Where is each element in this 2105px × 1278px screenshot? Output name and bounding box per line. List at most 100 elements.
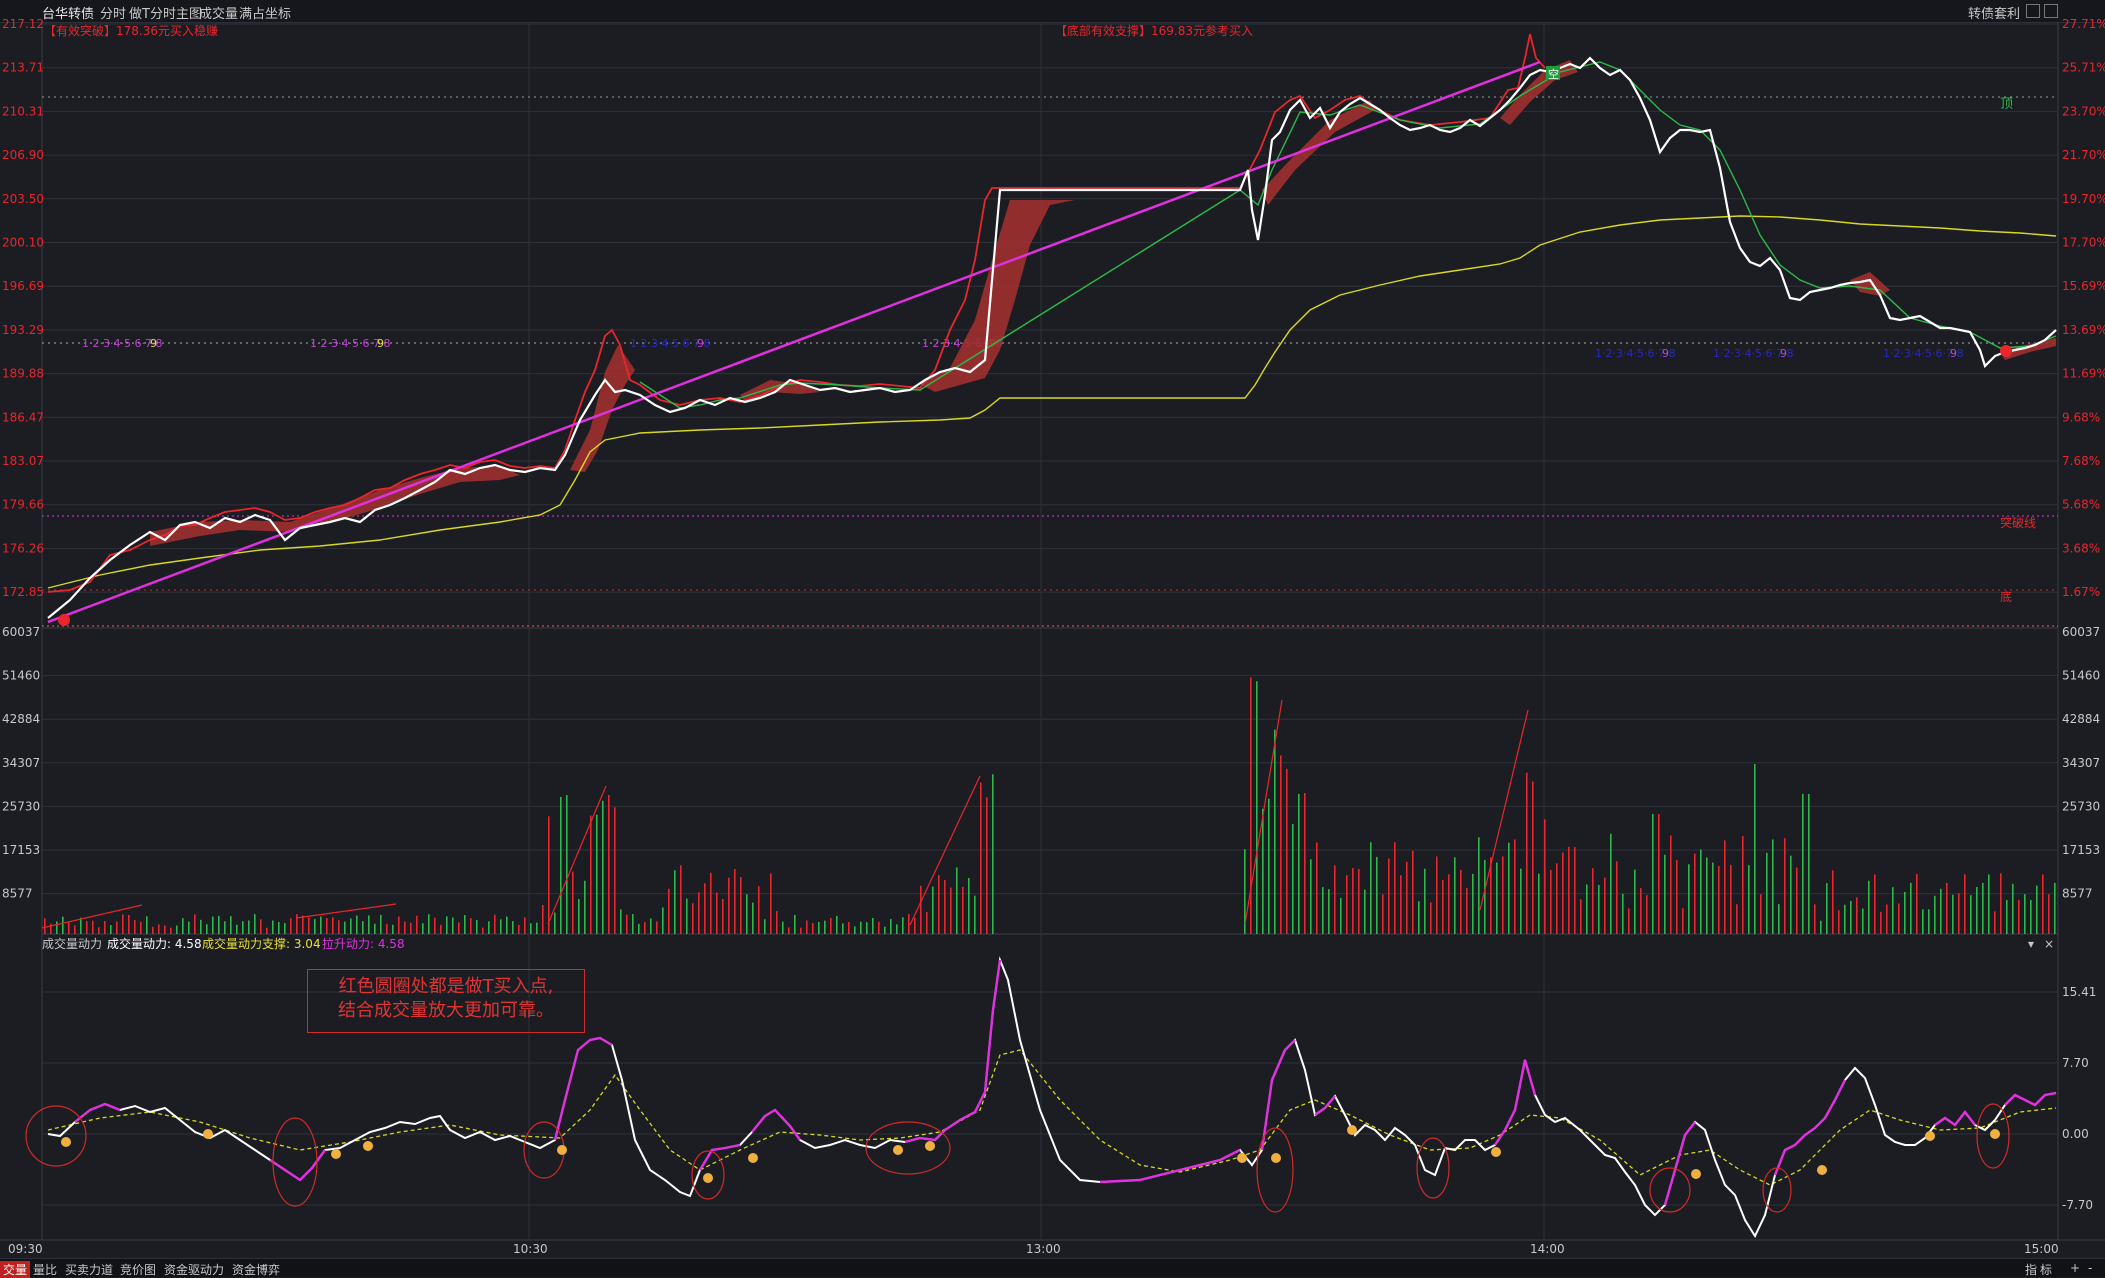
buy-point-circles bbox=[25, 1103, 2010, 1213]
arbitrage-button[interactable]: 转债套利 bbox=[1968, 7, 2021, 22]
seq-marker-end: 9 bbox=[1950, 347, 1957, 360]
tab-index[interactable]: 指 bbox=[2025, 1263, 2038, 1277]
volume-bar bbox=[1940, 888, 1942, 934]
price-tick: 217.12 bbox=[2, 17, 44, 31]
tab-fenshi[interactable]: 分时 bbox=[100, 7, 127, 22]
volume-bar bbox=[1364, 889, 1366, 934]
volume-bar bbox=[1646, 895, 1648, 934]
volume-bar bbox=[500, 919, 502, 934]
volume-bar bbox=[878, 921, 880, 934]
volume-bar bbox=[1778, 904, 1780, 934]
volume-bar bbox=[896, 924, 898, 934]
volume-bar bbox=[338, 920, 340, 934]
volume-bar bbox=[584, 880, 586, 934]
buy-circle bbox=[1416, 1137, 1450, 1199]
volume-bar bbox=[1616, 861, 1618, 934]
volume-bar bbox=[1526, 772, 1528, 934]
tab-main-chart[interactable]: 做T分时主图 bbox=[129, 7, 202, 22]
volume-bar bbox=[920, 885, 922, 934]
volume-bar bbox=[566, 795, 568, 934]
volume-bar bbox=[1370, 842, 1372, 934]
volume-bar bbox=[266, 927, 268, 934]
volume-bar bbox=[134, 920, 136, 934]
volume-bar bbox=[1856, 897, 1858, 934]
volume-bar bbox=[140, 921, 142, 934]
volume-bar bbox=[1916, 873, 1918, 934]
volume-bar bbox=[728, 877, 730, 934]
tab-volume[interactable]: 成交量 bbox=[199, 7, 239, 22]
pct-tick: 1.67% bbox=[2062, 585, 2100, 599]
panel-menu-icon[interactable]: ▾ bbox=[2028, 937, 2034, 951]
volume-bar bbox=[1832, 870, 1834, 934]
volume-bar bbox=[482, 927, 484, 934]
volume-bar bbox=[1796, 867, 1798, 934]
volume-bar bbox=[704, 883, 706, 934]
volume-bar bbox=[590, 815, 592, 934]
volume-bar bbox=[1304, 793, 1306, 934]
volume-bar bbox=[1976, 887, 1978, 934]
pct-tick: 9.68% bbox=[2062, 410, 2100, 424]
volume-bar bbox=[980, 782, 982, 934]
volume-bar bbox=[1562, 852, 1564, 934]
volume-tick: 34307 bbox=[2062, 756, 2100, 770]
minus-icon[interactable]: - bbox=[2088, 1261, 2093, 1275]
volume-bar bbox=[1514, 839, 1516, 934]
volume-bar bbox=[236, 924, 238, 934]
volume-bar bbox=[1994, 911, 1996, 934]
volume-bar bbox=[926, 912, 928, 934]
price-tick: 213.71 bbox=[2, 61, 44, 75]
seq-marker-end: 9 bbox=[697, 337, 704, 350]
volume-bar bbox=[1928, 909, 1930, 934]
volume-bar bbox=[254, 914, 256, 934]
volume-bar bbox=[1736, 904, 1738, 934]
empty-marker-text: 空 bbox=[1548, 67, 1559, 81]
volume-bar bbox=[1340, 897, 1342, 934]
volume-bar bbox=[332, 917, 334, 934]
pull-segment bbox=[698, 1143, 741, 1171]
volume-bar bbox=[326, 917, 328, 934]
panel-close-icon[interactable]: × bbox=[2044, 937, 2054, 951]
volume-bar bbox=[1418, 901, 1420, 934]
tab-fund-game[interactable]: 资金博弈 bbox=[232, 1263, 281, 1277]
price-tick: 189.88 bbox=[2, 367, 44, 381]
tab-volume-bottom[interactable]: 交量 bbox=[0, 1261, 31, 1278]
volume-bar bbox=[710, 872, 712, 934]
volume-bar bbox=[1886, 904, 1888, 934]
tab-ratio[interactable]: 量比 bbox=[33, 1263, 58, 1277]
tab-auction[interactable]: 竞价图 bbox=[120, 1263, 157, 1277]
volume-bar bbox=[314, 919, 316, 934]
volume-bar bbox=[1820, 920, 1822, 934]
volume-arrow bbox=[909, 775, 981, 926]
label-top: 顶 bbox=[2000, 97, 2013, 112]
volume-bar bbox=[1862, 908, 1864, 934]
support-tag: 【底部有效支撑】169.83元参考买入 bbox=[1055, 24, 1253, 38]
volume-bar bbox=[752, 902, 754, 934]
volume-bar bbox=[770, 873, 772, 934]
tab-mark[interactable]: 标 bbox=[2040, 1263, 2053, 1277]
tab-fund-drive[interactable]: 资金驱动力 bbox=[164, 1263, 225, 1277]
seq-marker-end: 9 bbox=[150, 337, 157, 350]
tab-buysell[interactable]: 买卖力道 bbox=[65, 1263, 114, 1277]
volume-bar bbox=[1436, 856, 1438, 934]
plus-icon[interactable]: + bbox=[2070, 1261, 2081, 1275]
volume-bar bbox=[776, 911, 778, 934]
volume-tick: 60037 bbox=[2, 625, 40, 639]
volume-bar bbox=[692, 903, 694, 934]
add-icon[interactable] bbox=[2026, 4, 2040, 18]
volume-bar bbox=[1904, 891, 1906, 934]
volume-bar bbox=[602, 800, 604, 934]
volume-bar bbox=[422, 923, 424, 934]
volume-bar bbox=[176, 925, 178, 934]
price-tick: 172.85 bbox=[2, 585, 44, 599]
volume-bar bbox=[1682, 908, 1684, 934]
price-line bbox=[47, 56, 2057, 619]
indicator-axis: 15.41 7.70 0.00 -7.70 bbox=[2062, 985, 2096, 1212]
bond-name[interactable]: 台华转债 bbox=[42, 7, 95, 22]
volume-bar bbox=[350, 918, 352, 934]
volume-bar bbox=[1532, 781, 1534, 934]
volume-bar bbox=[1946, 882, 1948, 934]
restore-icon[interactable] bbox=[2044, 4, 2058, 18]
volume-bar bbox=[1412, 850, 1414, 934]
tab-full-coord[interactable]: 满占坐标 bbox=[239, 7, 292, 22]
